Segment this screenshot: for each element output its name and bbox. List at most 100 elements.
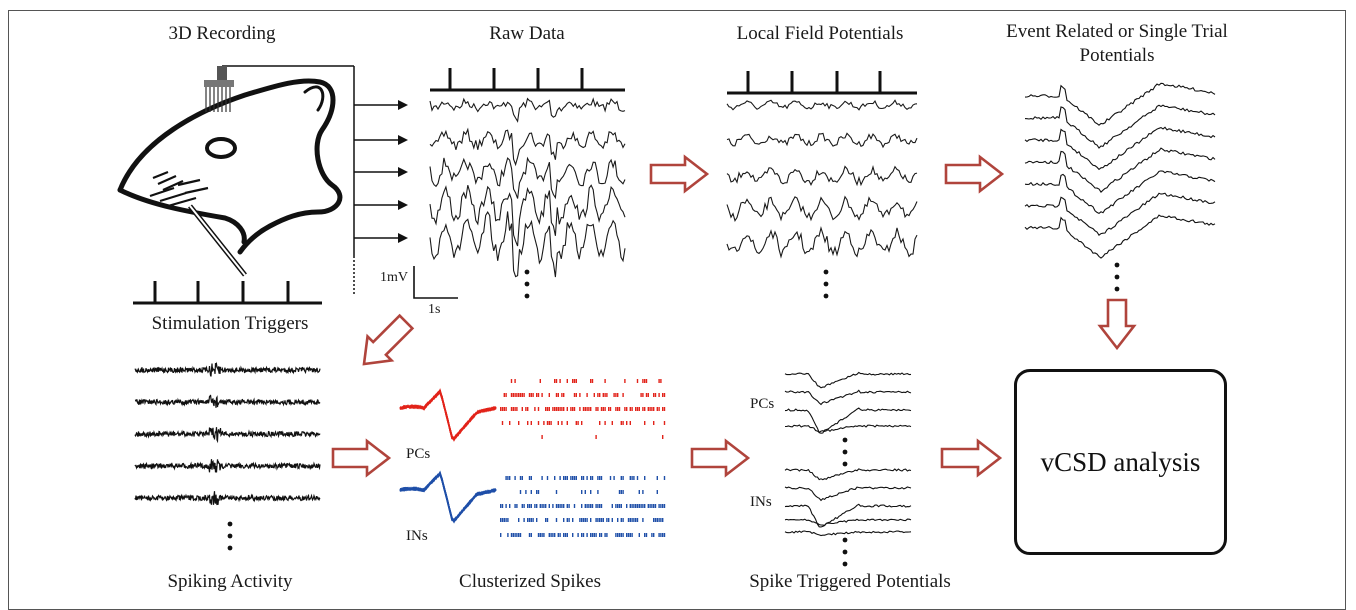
ins-spike-tick bbox=[586, 476, 588, 480]
ins-spike-tick bbox=[514, 504, 516, 508]
pcs-spike-tick bbox=[586, 393, 588, 397]
ins-spike-tick bbox=[663, 533, 666, 537]
pcs-spike-tick bbox=[604, 421, 606, 425]
pcs-spike-tick bbox=[510, 407, 513, 411]
ins-spike-tick bbox=[600, 518, 603, 522]
ins-spike-tick bbox=[599, 504, 601, 508]
voltage-scale-label: 1mV bbox=[380, 270, 408, 285]
pcs-spike-tick bbox=[663, 421, 666, 425]
pcs-waveform bbox=[399, 389, 497, 442]
rat-illustration bbox=[117, 78, 343, 255]
raw-data-title: Raw Data bbox=[489, 23, 565, 44]
ins-spike-tick bbox=[642, 504, 644, 508]
ins-spike-tick bbox=[536, 490, 538, 494]
ins-spike-tick bbox=[604, 533, 606, 537]
raw-more-dots bbox=[524, 293, 530, 299]
pcs-spike-tick bbox=[557, 393, 559, 397]
pcs-spike-tick bbox=[656, 407, 658, 411]
ins-spike-tick bbox=[636, 476, 639, 480]
ins-spike-tick bbox=[543, 504, 545, 508]
pcs-spike-tick bbox=[629, 407, 631, 411]
ins-spike-tick bbox=[581, 476, 583, 480]
ins-spike-tick bbox=[631, 518, 633, 522]
ins-spike-tick bbox=[636, 504, 639, 508]
pcs-spike-tick bbox=[503, 393, 505, 397]
pcs-spike-tick bbox=[653, 393, 655, 397]
ins-spike-tick bbox=[595, 518, 597, 522]
ins-spike-tick bbox=[586, 518, 588, 522]
ins-spike-tick bbox=[599, 476, 601, 480]
clusters-to-stp-arrow bbox=[690, 438, 751, 478]
ins-spike-tick bbox=[509, 476, 511, 480]
ins-spike-tick bbox=[595, 504, 597, 508]
ins-waveform bbox=[399, 473, 497, 521]
pcs-spike-tick bbox=[613, 393, 615, 397]
pcs-spike-tick bbox=[523, 393, 525, 397]
pcs-spike-tick bbox=[519, 393, 522, 397]
pcs-spike-tick bbox=[521, 407, 523, 411]
lfp-trace bbox=[726, 99, 918, 111]
pcs-spike-tick bbox=[638, 407, 640, 411]
pcs-spike-tick bbox=[550, 421, 552, 425]
raw-trace bbox=[429, 97, 626, 123]
pcs-spike-tick bbox=[541, 435, 543, 439]
raw-to-lfp-arrow bbox=[649, 154, 710, 194]
ins-spike-tick bbox=[591, 533, 594, 537]
ins-spike-tick bbox=[644, 504, 646, 508]
ins-spike-tick bbox=[521, 476, 523, 480]
ins-spike-tick bbox=[545, 504, 547, 508]
ins-spike-tick bbox=[629, 533, 631, 537]
ins-spike-tick bbox=[640, 504, 642, 508]
pcs-spike-tick bbox=[600, 407, 603, 411]
pcs-spike-tick bbox=[557, 407, 559, 411]
ins-spike-tick bbox=[548, 504, 550, 508]
ins-spike-tick bbox=[568, 504, 570, 508]
ins-spike-tick bbox=[645, 533, 648, 537]
pcs-spike-tick bbox=[554, 407, 556, 411]
pcs-spike-tick bbox=[595, 407, 597, 411]
ins-waveform bbox=[399, 473, 497, 522]
ins-spike-tick bbox=[590, 504, 592, 508]
pcs-spike-tick bbox=[591, 379, 594, 383]
pcs-spike-tick bbox=[595, 435, 597, 439]
stp-trace bbox=[784, 518, 912, 526]
ins-spike-tick bbox=[636, 518, 639, 522]
ins-spike-tick bbox=[566, 504, 568, 508]
ins-spike-tick bbox=[617, 518, 619, 522]
ins-spike-tick bbox=[590, 533, 592, 537]
ins-spike-tick bbox=[626, 533, 628, 537]
ins-spike-tick bbox=[629, 476, 631, 480]
pcs-spike-tick bbox=[521, 393, 523, 397]
ins-spike-tick bbox=[658, 533, 660, 537]
ins-spike-tick bbox=[500, 504, 502, 508]
ins-spike-tick bbox=[631, 476, 633, 480]
ins-spike-tick bbox=[507, 476, 509, 480]
ins-spike-tick bbox=[527, 518, 529, 522]
raw-data-traces bbox=[429, 68, 626, 278]
stimulation-title: Stimulation Triggers bbox=[151, 313, 309, 334]
ins-spike-tick bbox=[559, 476, 561, 480]
stp-mid-dots bbox=[842, 437, 848, 443]
ins-spike-tick bbox=[514, 476, 516, 480]
stimulator-probe bbox=[188, 204, 247, 277]
ins-spike-tick bbox=[584, 490, 586, 494]
ins-spike-tick bbox=[597, 476, 599, 480]
ins-spike-tick bbox=[590, 518, 592, 522]
ins-spike-tick bbox=[663, 476, 666, 480]
pcs-spike-tick bbox=[590, 407, 592, 411]
pcs-spike-tick bbox=[645, 393, 648, 397]
pcs-spike-tick bbox=[588, 407, 590, 411]
ins-spike-tick bbox=[613, 476, 615, 480]
ins-spike-tick bbox=[584, 518, 586, 522]
pcs-spike-tick bbox=[554, 379, 556, 383]
pcs-spike-tick bbox=[618, 407, 621, 411]
pcs-spike-tick bbox=[604, 407, 606, 411]
spiking-trace bbox=[134, 361, 321, 377]
recording-channel-arrows bbox=[354, 100, 408, 243]
pcs-stp-label: PCs bbox=[750, 396, 775, 412]
pcs-spike-tick bbox=[559, 407, 561, 411]
spiking-trace bbox=[134, 427, 321, 444]
ins-spike-tick bbox=[660, 504, 662, 508]
ins-spike-tick bbox=[653, 518, 655, 522]
ins-spike-tick bbox=[656, 490, 658, 494]
